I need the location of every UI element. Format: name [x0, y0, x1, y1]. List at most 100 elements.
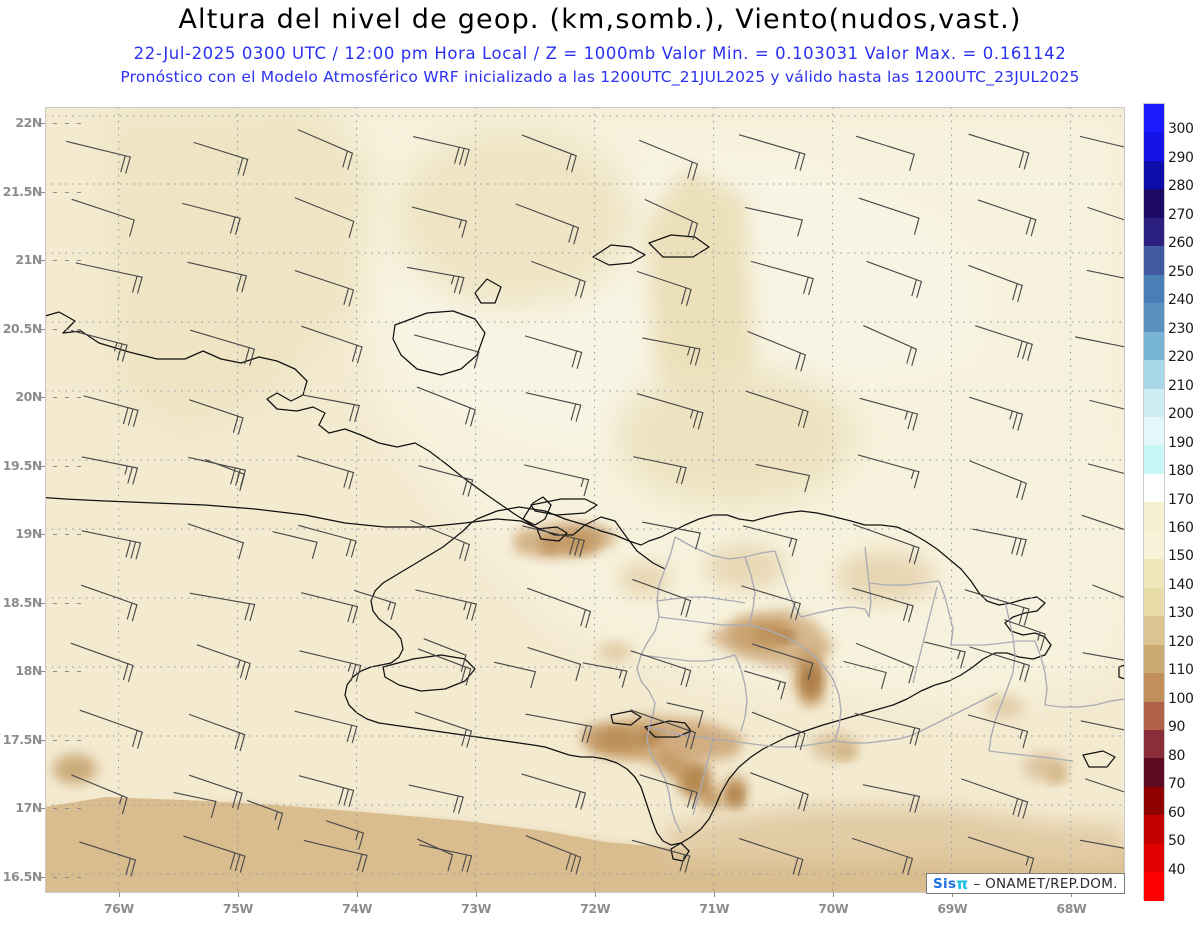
- y-tick-label: 19.5N: [2, 457, 43, 473]
- wind-barb: [975, 325, 1033, 361]
- wind-barb: [866, 261, 922, 299]
- wind-barb: [298, 524, 357, 558]
- island-tortuga: [530, 498, 598, 516]
- island-small-cuba-2: [536, 526, 568, 542]
- y-tick-mark: [65, 739, 69, 741]
- wind-barb: [423, 638, 467, 672]
- subtitle-run-info: 22-Jul-2025 0300 UTC / 12:00 pm Hora Loc…: [133, 44, 1067, 63]
- wind-barb: [418, 465, 474, 497]
- colorbar-tick-label: 60: [1168, 804, 1186, 821]
- y-tick-mark: [53, 739, 57, 741]
- colorbar-tick-label: 100: [1168, 690, 1194, 707]
- wind-barb: [745, 390, 809, 429]
- wind-barb: [852, 523, 920, 565]
- wind-barb: [71, 198, 135, 237]
- wind-barb: [524, 464, 590, 497]
- colorbar[interactable]: [1143, 103, 1165, 901]
- wind-barb: [301, 325, 363, 364]
- colorbar-cell: [1144, 786, 1164, 816]
- colorbar-cell: [1144, 644, 1164, 674]
- plot-frame: [45, 107, 1125, 893]
- y-tick-mark: [41, 328, 45, 330]
- colorbar-tick-label: 50: [1168, 833, 1186, 850]
- island-small-cuba-1: [522, 496, 552, 526]
- wind-barb: [494, 661, 536, 689]
- y-tick-label: 21N: [15, 252, 42, 268]
- map-plot-area: [45, 107, 1125, 893]
- y-tick-mark: [77, 397, 81, 399]
- colorbar-tick-label: 270: [1168, 206, 1194, 223]
- wind-barb: [81, 456, 138, 485]
- colorbar-cell: [1144, 217, 1164, 247]
- lake-saumatre: [610, 710, 642, 726]
- wind-barb: [964, 589, 1030, 626]
- wind-barb: [83, 395, 139, 427]
- y-tick-mark: [41, 123, 45, 125]
- wind-barb: [418, 844, 473, 873]
- wind-barb: [79, 841, 137, 877]
- y-tick-mark: [77, 191, 81, 193]
- wind-barb: [755, 464, 810, 493]
- shade-blob-nc: [395, 127, 635, 307]
- wind-barb: [193, 141, 249, 176]
- wind-barb: [297, 129, 353, 170]
- wind-barb: [299, 650, 362, 683]
- wind-barb: [750, 260, 814, 296]
- logo-org-text: – ONAMET/REP.DOM.: [973, 875, 1118, 892]
- wind-barb: [413, 136, 470, 167]
- wind-barb: [858, 197, 920, 235]
- y-tick-mark: [41, 671, 45, 673]
- wind-barb: [182, 202, 241, 235]
- y-tick-mark: [65, 465, 69, 467]
- wind-barb: [642, 521, 701, 550]
- x-tick-label: 74W: [341, 901, 372, 916]
- y-tick-mark: [53, 808, 57, 810]
- map-svg: [45, 107, 1125, 893]
- wind-barb: [630, 709, 696, 750]
- wind-barb: [187, 261, 247, 293]
- wind-barb: [750, 772, 809, 812]
- y-tick-mark: [41, 876, 45, 878]
- wind-barb: [301, 394, 360, 423]
- wind-barb: [190, 329, 255, 366]
- colorbar-cell: [1144, 701, 1164, 730]
- wind-barb: [924, 641, 966, 669]
- y-tick-mark: [53, 191, 57, 193]
- wind-barb: [522, 525, 585, 558]
- colorbar-tick-label: 90: [1168, 719, 1186, 736]
- x-tick-label: 72W: [580, 901, 611, 916]
- wind-barb: [246, 800, 284, 830]
- wind-barb: [636, 270, 692, 307]
- wind-barb: [80, 584, 138, 622]
- colorbar-tick-label: 260: [1168, 235, 1194, 252]
- x-tick-label: 73W: [461, 901, 492, 916]
- wind-barb: [414, 711, 472, 748]
- island-bahamas-2: [648, 234, 710, 258]
- wind-barb: [66, 140, 131, 174]
- colorbar-tick-label: 170: [1168, 491, 1194, 508]
- wind-barb: [416, 838, 454, 872]
- y-tick-mark: [77, 465, 81, 467]
- wind-barb: [303, 840, 368, 872]
- colorbar-cell: [1144, 530, 1164, 560]
- wind-barb: [272, 531, 318, 559]
- x-tick-mark: [356, 892, 358, 897]
- colorbar-tick-label: 290: [1168, 149, 1194, 166]
- x-tick-mark: [952, 892, 954, 897]
- wind-barb: [862, 784, 920, 813]
- y-tick-mark: [65, 808, 69, 810]
- colorbar-tick-label: 300: [1168, 121, 1194, 138]
- wind-barb: [527, 587, 591, 628]
- y-tick-mark: [41, 465, 45, 467]
- wind-barb: [1087, 206, 1125, 221]
- y-tick-mark: [53, 876, 57, 878]
- wind-barb: [977, 199, 1037, 237]
- x-tick-label: 75W: [222, 901, 253, 916]
- coastline-hispaniola: [344, 506, 1052, 846]
- wind-barb: [1081, 514, 1125, 531]
- colorbar-tick-label: 240: [1168, 292, 1194, 309]
- y-tick-label: 21.5N: [2, 183, 43, 199]
- wind-barb: [294, 710, 358, 744]
- colorbar-tick-label: 250: [1168, 263, 1194, 280]
- y-tick-mark: [77, 534, 81, 536]
